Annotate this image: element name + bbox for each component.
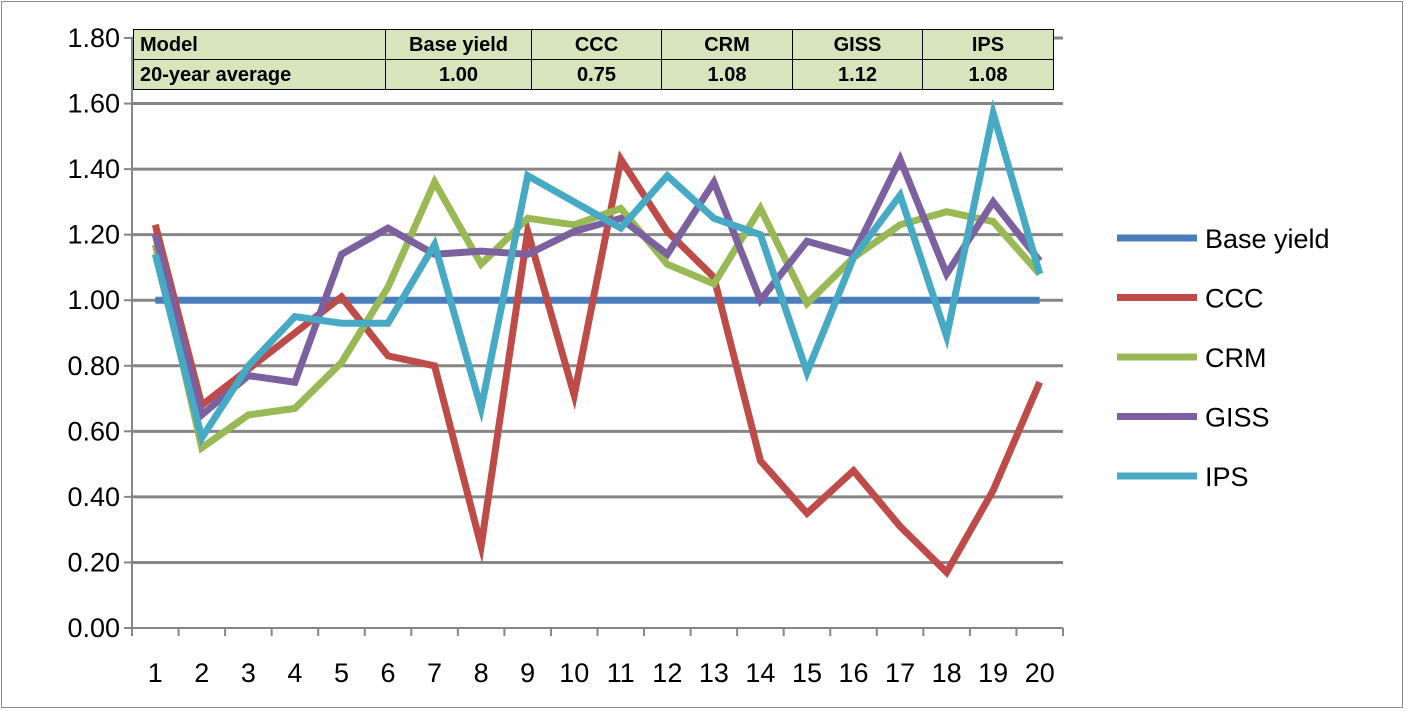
y-tick-label: 0.40 bbox=[67, 482, 120, 512]
series-line-giss bbox=[151, 150, 1043, 422]
series-line-ips bbox=[151, 98, 1044, 447]
table-cell: 20-year average bbox=[133, 59, 386, 90]
axes bbox=[124, 37, 1064, 636]
y-tick-label: 0.20 bbox=[67, 547, 120, 577]
table-cell: Base yield bbox=[385, 29, 532, 60]
x-tick-label: 11 bbox=[607, 658, 635, 688]
table-row: Model Base yield CCC CRM GISS IPS bbox=[133, 29, 1054, 60]
table-cell: 1.12 bbox=[792, 59, 923, 90]
x-tick-label: 12 bbox=[652, 658, 682, 688]
legend: Base yield CCC CRM GISS IPS bbox=[1117, 224, 1330, 492]
x-tick-label: 3 bbox=[241, 658, 256, 688]
x-tick-label: 17 bbox=[885, 658, 915, 688]
legend-label: CRM bbox=[1205, 343, 1267, 373]
y-tick-label: 1.00 bbox=[67, 285, 120, 315]
y-tick-label: 1.80 bbox=[67, 23, 120, 53]
x-tick-label: 8 bbox=[474, 658, 489, 688]
x-tick-label: 13 bbox=[699, 658, 729, 688]
x-axis-tick-labels: 1 2 3 4 5 6 7 8 9 10 11 12 13 14 15 16 17 18 19 20 bbox=[148, 658, 1055, 688]
table-cell: CCC bbox=[531, 29, 662, 60]
y-tick-label: 0.80 bbox=[67, 351, 120, 381]
series-line-ccc bbox=[151, 150, 1043, 578]
y-tick-label: 1.60 bbox=[67, 89, 120, 119]
series-lines bbox=[151, 98, 1044, 578]
y-tick-label: 1.20 bbox=[67, 220, 120, 250]
x-tick-label: 2 bbox=[194, 658, 209, 688]
y-tick-label: 1.40 bbox=[67, 154, 120, 184]
table-cell: IPS bbox=[922, 29, 1054, 60]
x-tick-label: 5 bbox=[334, 658, 349, 688]
table-cell: 1.00 bbox=[385, 59, 532, 90]
legend-label: GISS bbox=[1205, 403, 1270, 433]
x-tick-label: 16 bbox=[839, 658, 869, 688]
x-tick-label: 9 bbox=[520, 658, 535, 688]
x-tick-label: 10 bbox=[559, 658, 589, 688]
x-tick-label: 6 bbox=[381, 658, 396, 688]
y-axis-tick-labels: 0.00 0.20 0.40 0.60 0.80 1.00 1.20 1.40 1.60 1.80 bbox=[67, 23, 120, 643]
legend-label: IPS bbox=[1205, 462, 1249, 492]
table-cell: 0.75 bbox=[531, 59, 662, 90]
legend-label: Base yield bbox=[1205, 224, 1330, 254]
x-tick-label: 14 bbox=[745, 658, 775, 688]
y-tick-label: 0.00 bbox=[67, 613, 120, 643]
table-row: 20-year average 1.00 0.75 1.08 1.12 1.08 bbox=[133, 59, 1054, 90]
x-tick-label: 1 bbox=[148, 658, 163, 688]
x-tick-label: 4 bbox=[287, 658, 302, 688]
table-cell: CRM bbox=[661, 29, 793, 60]
legend-label: CCC bbox=[1205, 284, 1264, 314]
x-tick-label: 18 bbox=[932, 658, 962, 688]
summary-table: Model Base yield CCC CRM GISS IPS 20-yea… bbox=[133, 29, 1054, 90]
table-cell: GISS bbox=[792, 29, 923, 60]
x-tick-label: 19 bbox=[978, 658, 1008, 688]
table-cell: 1.08 bbox=[661, 59, 793, 90]
table-cell: 1.08 bbox=[922, 59, 1054, 90]
x-tick-label: 7 bbox=[427, 658, 442, 688]
x-tick-label: 15 bbox=[792, 658, 822, 688]
y-tick-label: 0.60 bbox=[67, 416, 120, 446]
table-cell: Model bbox=[133, 29, 386, 60]
x-tick-label: 20 bbox=[1025, 658, 1055, 688]
